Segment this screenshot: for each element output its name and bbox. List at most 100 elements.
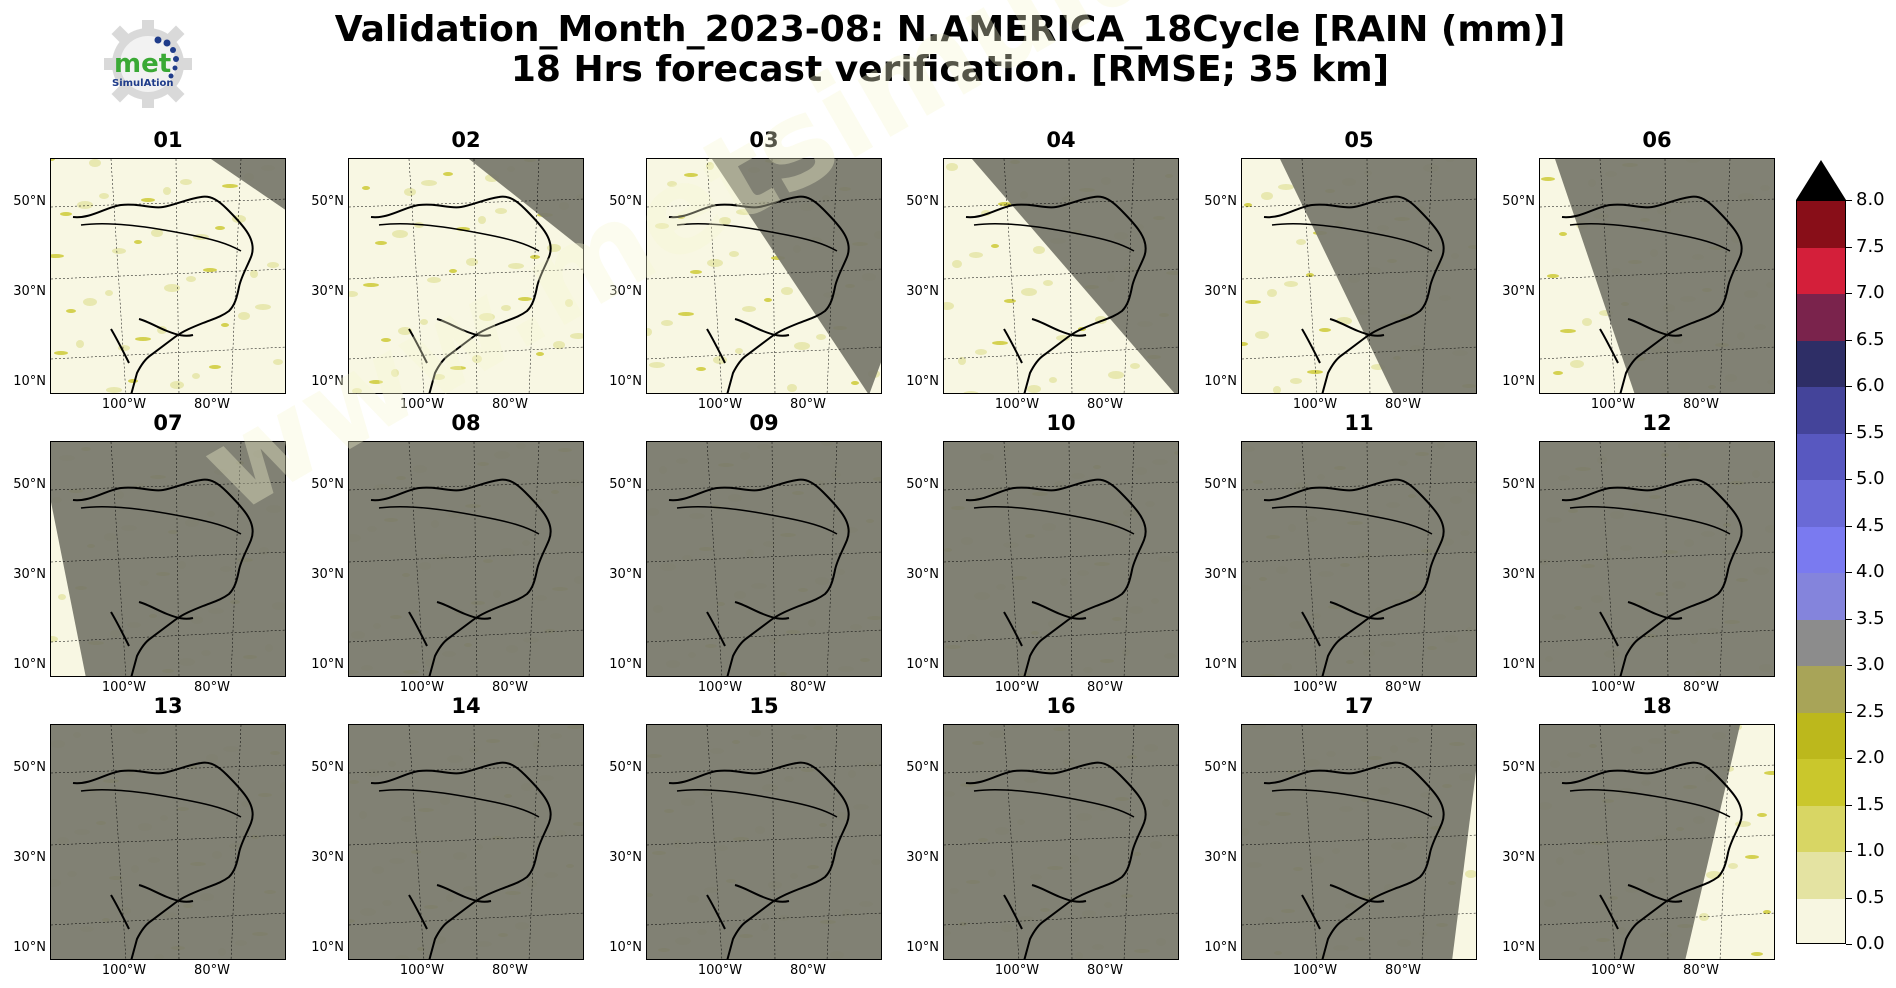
colorbar-tick-mark [1846,711,1852,713]
panel-title-03: 03 [749,128,779,152]
lon-label: 100°W [994,397,1040,412]
colorbar-tick-label: 1.5 [1856,793,1885,815]
lat-label: 10°N [1204,374,1237,389]
lon-label: 100°W [101,963,147,978]
colorbar-bin [1797,805,1845,852]
lon-label: 80°W [1087,397,1123,412]
panel-title-09: 09 [749,411,779,435]
colorbar-bin [1797,340,1845,387]
lon-label: 80°W [1385,397,1421,412]
lat-label: 50°N [1204,760,1237,775]
colorbar-bin [1797,666,1845,713]
map-panel-18 [1539,724,1775,960]
colorbar-extend-arrow [1796,160,1846,200]
map-panel-16 [943,724,1179,960]
colorbar-bin [1797,619,1845,666]
panel-title-11: 11 [1344,411,1374,435]
lon-label: 100°W [399,397,445,412]
panel-title-01: 01 [153,128,183,152]
colorbar-tick-label: 5.5 [1856,421,1885,443]
colorbar-tick-mark [1846,293,1852,294]
colorbar-bin [1797,387,1845,434]
colorbar-bin [1797,526,1845,573]
colorbar-tick-mark [1846,944,1852,945]
lon-label: 100°W [399,680,445,695]
colorbar-tick-label: 2.0 [1856,747,1885,768]
lat-label: 10°N [311,374,344,389]
colorbar-tick-label: 0.0 [1856,933,1885,954]
lat-label: 30°N [1502,284,1535,299]
panel-title-17: 17 [1344,694,1374,718]
colorbar-tick-mark [1846,804,1852,806]
map-panel-07 [50,441,286,677]
lat-label: 10°N [906,657,939,672]
panel-title-02: 02 [451,128,481,152]
lon-label: 80°W [194,397,230,412]
lat-label: 30°N [906,850,939,865]
lat-label: 10°N [311,657,344,672]
lat-label: 10°N [1502,374,1535,389]
colorbar-tick-mark [1846,432,1852,434]
colorbar-tick-label: 4.5 [1856,514,1885,536]
map-panel-12 [1539,441,1775,677]
lat-label: 30°N [1204,284,1237,299]
colorbar-tick-label: 7.0 [1856,282,1885,303]
chart-title: Validation_Month_2023-08: N.AMERICA_18Cy… [334,9,1566,50]
lon-label: 80°W [1087,963,1123,978]
lat-label: 50°N [906,760,939,775]
lat-label: 50°N [311,194,344,209]
lat-label: 50°N [311,760,344,775]
lat-label: 30°N [311,850,344,865]
lat-label: 50°N [1502,760,1535,775]
lat-label: 30°N [1204,567,1237,582]
lat-label: 10°N [906,374,939,389]
colorbar-tick-label: 5.0 [1856,468,1885,489]
met-simulation-logo: met SimulAtion [98,12,198,112]
colorbar-tick-mark [1846,386,1852,387]
lon-label: 100°W [101,680,147,695]
colorbar-bin [1797,433,1845,480]
colorbar-tick-mark [1846,618,1852,620]
lon-label: 100°W [1590,397,1636,412]
map-panel-01 [50,158,286,394]
colorbar-bin [1797,898,1845,943]
lat-label: 30°N [1502,850,1535,865]
map-panel-05 [1241,158,1477,394]
lon-label: 80°W [492,680,528,695]
lon-label: 100°W [1292,397,1338,412]
colorbar-tick-mark [1846,665,1852,666]
lat-label: 30°N [609,567,642,582]
lon-label: 80°W [194,680,230,695]
lat-label: 30°N [13,567,46,582]
lon-label: 80°W [790,397,826,412]
lon-label: 100°W [1590,963,1636,978]
colorbar-tick-label: 3.5 [1856,607,1885,629]
lat-label: 50°N [906,194,939,209]
lon-label: 80°W [1683,963,1719,978]
lon-label: 100°W [994,963,1040,978]
lat-label: 10°N [13,374,46,389]
colorbar [1796,200,1846,944]
lon-label: 100°W [697,680,743,695]
lon-label: 100°W [1590,680,1636,695]
map-panel-15 [646,724,882,960]
colorbar-tick-label: 2.5 [1856,700,1885,722]
colorbar-tick-label: 0.5 [1856,886,1885,908]
lat-label: 30°N [311,567,344,582]
colorbar-tick-mark [1846,572,1852,573]
map-panel-17 [1241,724,1477,960]
colorbar-tick-label: 7.5 [1856,235,1885,257]
lat-label: 10°N [311,940,344,955]
colorbar-bin [1797,480,1845,527]
lon-label: 80°W [1385,680,1421,695]
chart-subtitle: 18 Hrs forecast verification. [RMSE; 35 … [510,49,1390,90]
lat-label: 50°N [1204,194,1237,209]
lat-label: 50°N [906,477,939,492]
colorbar-bin [1797,201,1845,248]
colorbar-bin [1797,759,1845,806]
lon-label: 100°W [994,680,1040,695]
lat-label: 30°N [13,284,46,299]
lat-label: 30°N [1204,850,1237,865]
lat-label: 10°N [13,657,46,672]
lat-label: 30°N [609,850,642,865]
